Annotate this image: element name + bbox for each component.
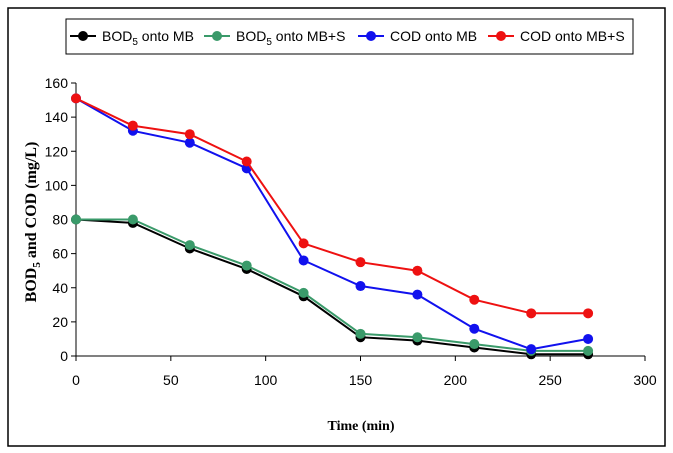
- y-tick-label: 120: [45, 143, 69, 159]
- chart-frame: [7, 7, 666, 447]
- data-point-1: [127, 214, 138, 225]
- data-point-3: [583, 308, 594, 319]
- x-axis-title: Time (min): [327, 419, 394, 434]
- legend-box: [65, 18, 634, 55]
- x-tick-label: 250: [538, 372, 562, 388]
- data-point-2: [469, 323, 480, 334]
- legend-label-rest: onto MB+S: [272, 28, 346, 44]
- legend-label-subscript: 5: [266, 37, 272, 48]
- data-point-2: [298, 255, 309, 266]
- data-point-3: [184, 129, 195, 140]
- x-tick-label: 100: [254, 372, 278, 388]
- legend-label-1: BOD5 onto MB+S: [236, 28, 345, 48]
- x-tick-label: 50: [163, 372, 179, 388]
- x-tick-label: 0: [72, 372, 80, 388]
- y-tick-label: 160: [45, 75, 69, 91]
- legend-label-2: COD onto MB: [390, 28, 477, 44]
- legend-label-3: COD onto MB+S: [520, 28, 625, 44]
- legend-label-0: BOD5 onto MB: [102, 28, 194, 48]
- legend-marker-2: [366, 31, 376, 41]
- series-line-3: [75, 97, 589, 315]
- data-point-3: [71, 93, 81, 104]
- y-axis-title: BOD5 and COD (mg/L): [23, 142, 43, 303]
- data-point-2: [355, 281, 366, 292]
- data-point-2: [184, 137, 195, 148]
- legend-marker-1: [212, 31, 222, 41]
- data-point-3: [412, 265, 423, 276]
- data-point-1: [583, 345, 594, 356]
- legend-marker-3: [496, 31, 506, 41]
- data-point-2: [583, 333, 594, 344]
- x-tick-label: 200: [444, 372, 468, 388]
- data-point-3: [355, 257, 366, 268]
- data-point-1: [355, 328, 366, 339]
- legend-label-main: COD onto MB+S: [520, 28, 625, 44]
- legend: BOD5 onto MB BOD5 onto MB+S COD onto MB COD…: [65, 18, 634, 55]
- y-tick-label: 20: [52, 314, 68, 330]
- legend-label-main: BOD: [236, 28, 266, 44]
- data-point-1: [184, 240, 195, 251]
- legend-marker-0: [78, 31, 88, 41]
- y-tick-label: 60: [52, 246, 68, 262]
- y-tick-label: 100: [45, 177, 69, 193]
- y-tick-label: 0: [60, 348, 68, 364]
- y-axis-title-rest: and COD (mg/L): [23, 142, 40, 262]
- data-point-3: [526, 308, 537, 319]
- data-point-1: [71, 214, 81, 225]
- ticks: 0 20 40 60 80 100 120 140 160 0 50 100 150 200 250 300: [45, 75, 657, 388]
- series-line-0: [75, 218, 589, 356]
- data-point-3: [298, 238, 309, 249]
- data-point-1: [412, 332, 423, 343]
- data-point-2: [526, 344, 537, 355]
- x-tick-label: 150: [349, 372, 373, 388]
- series-line-1: [76, 218, 589, 352]
- y-axis-title-subscript: 5: [31, 262, 43, 268]
- data-point-3: [241, 156, 252, 167]
- y-axis-title-main: BOD: [23, 268, 40, 303]
- series-layer: [71, 93, 594, 360]
- data-point-3: [469, 294, 480, 305]
- data-point-1: [298, 287, 309, 298]
- series-line-2: [75, 97, 589, 351]
- legend-label-subscript: 5: [132, 37, 138, 48]
- legend-label-main: BOD: [102, 28, 132, 44]
- legend-label-rest: onto MB: [138, 28, 194, 44]
- y-tick-label: 140: [45, 109, 69, 125]
- x-tick-label: 300: [633, 372, 657, 388]
- y-tick-label: 40: [52, 280, 68, 296]
- legend-label-main: COD onto MB: [390, 28, 477, 44]
- data-point-1: [241, 260, 252, 271]
- data-point-1: [469, 339, 480, 350]
- data-point-2: [412, 289, 423, 300]
- y-tick-label: 80: [52, 212, 68, 228]
- data-point-3: [127, 120, 138, 131]
